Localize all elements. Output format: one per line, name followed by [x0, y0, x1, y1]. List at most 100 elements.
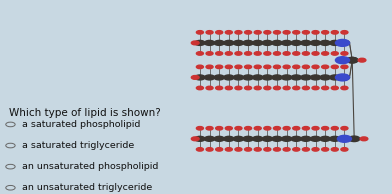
Circle shape: [214, 136, 224, 141]
Circle shape: [243, 40, 253, 45]
Circle shape: [196, 86, 203, 90]
Circle shape: [331, 86, 338, 90]
Circle shape: [283, 148, 290, 151]
Circle shape: [302, 126, 309, 130]
Circle shape: [224, 40, 234, 45]
Circle shape: [331, 65, 338, 69]
Circle shape: [264, 86, 271, 90]
Circle shape: [302, 148, 309, 151]
Circle shape: [264, 31, 271, 34]
Circle shape: [320, 75, 330, 80]
Text: a saturated phospholipid: a saturated phospholipid: [22, 120, 141, 129]
Circle shape: [310, 75, 321, 80]
Circle shape: [274, 126, 281, 130]
Circle shape: [301, 75, 311, 80]
Circle shape: [339, 40, 350, 45]
Circle shape: [264, 52, 271, 55]
Circle shape: [320, 136, 330, 141]
Circle shape: [322, 86, 328, 90]
Circle shape: [293, 31, 300, 34]
Circle shape: [235, 126, 242, 130]
Circle shape: [264, 126, 271, 130]
Circle shape: [330, 75, 340, 80]
Circle shape: [262, 136, 272, 141]
Circle shape: [339, 75, 350, 80]
Circle shape: [274, 148, 281, 151]
Circle shape: [302, 65, 309, 69]
Circle shape: [264, 148, 271, 151]
Circle shape: [252, 75, 263, 80]
Circle shape: [216, 65, 223, 69]
Circle shape: [264, 65, 271, 69]
Circle shape: [262, 40, 272, 45]
Circle shape: [348, 136, 360, 142]
Circle shape: [336, 57, 350, 64]
Circle shape: [312, 31, 319, 34]
Circle shape: [341, 86, 348, 90]
Circle shape: [196, 148, 203, 151]
Circle shape: [233, 136, 243, 141]
Text: an unsaturated triglyceride: an unsaturated triglyceride: [22, 183, 152, 192]
Circle shape: [214, 40, 224, 45]
Circle shape: [245, 148, 252, 151]
Circle shape: [347, 57, 358, 63]
Circle shape: [216, 52, 223, 55]
Circle shape: [254, 126, 261, 130]
Circle shape: [283, 86, 290, 90]
Circle shape: [302, 31, 309, 34]
Circle shape: [283, 65, 290, 69]
Circle shape: [331, 52, 338, 55]
Circle shape: [196, 65, 203, 69]
Circle shape: [245, 126, 252, 130]
Circle shape: [225, 65, 232, 69]
Circle shape: [293, 52, 300, 55]
Circle shape: [216, 148, 223, 151]
Circle shape: [274, 52, 281, 55]
Circle shape: [254, 148, 261, 151]
Text: an unsaturated phospholipid: an unsaturated phospholipid: [22, 162, 158, 171]
Text: Which type of lipid is shown?: Which type of lipid is shown?: [9, 108, 160, 118]
Circle shape: [206, 126, 213, 130]
Circle shape: [331, 148, 338, 151]
Circle shape: [322, 31, 328, 34]
Circle shape: [293, 126, 300, 130]
Circle shape: [302, 86, 309, 90]
Circle shape: [272, 136, 282, 141]
Circle shape: [205, 40, 214, 45]
Circle shape: [196, 126, 203, 130]
Circle shape: [225, 126, 232, 130]
Circle shape: [283, 126, 290, 130]
Circle shape: [293, 148, 300, 151]
Circle shape: [225, 52, 232, 55]
Circle shape: [301, 40, 311, 45]
Circle shape: [274, 65, 281, 69]
Circle shape: [272, 40, 282, 45]
Circle shape: [216, 86, 223, 90]
Circle shape: [320, 40, 330, 45]
Circle shape: [262, 75, 272, 80]
Circle shape: [312, 65, 319, 69]
Circle shape: [291, 136, 301, 141]
Circle shape: [245, 31, 252, 34]
Circle shape: [254, 86, 261, 90]
Circle shape: [233, 75, 243, 80]
Circle shape: [205, 136, 214, 141]
Circle shape: [330, 40, 340, 45]
Circle shape: [312, 148, 319, 151]
Circle shape: [272, 75, 282, 80]
Circle shape: [330, 136, 340, 141]
Circle shape: [341, 126, 348, 130]
Circle shape: [206, 52, 213, 55]
Circle shape: [302, 52, 309, 55]
Circle shape: [245, 65, 252, 69]
Circle shape: [206, 86, 213, 90]
Circle shape: [291, 75, 301, 80]
Circle shape: [254, 65, 261, 69]
Circle shape: [245, 86, 252, 90]
Circle shape: [196, 52, 203, 55]
Circle shape: [310, 40, 321, 45]
Circle shape: [283, 31, 290, 34]
Circle shape: [281, 136, 292, 141]
Circle shape: [195, 40, 205, 45]
Circle shape: [322, 65, 328, 69]
